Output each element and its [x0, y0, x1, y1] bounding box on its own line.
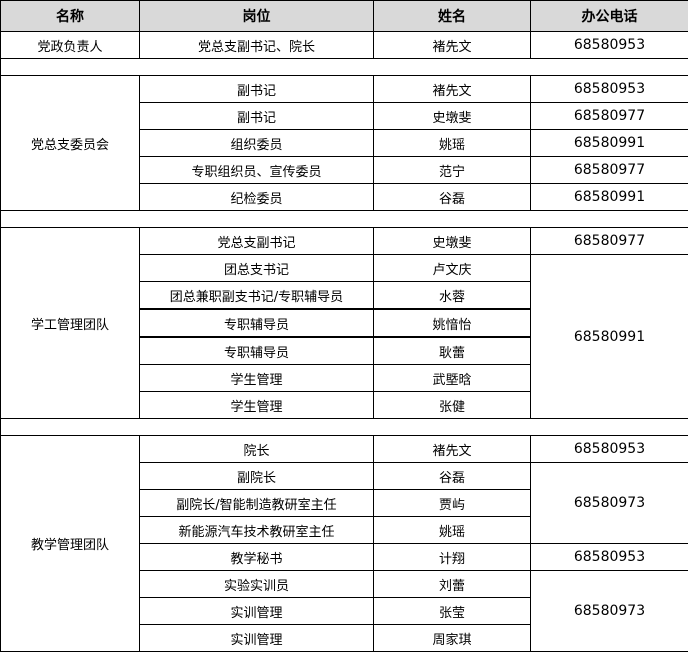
separator-cell: [1, 419, 688, 436]
person-cell: 贾屿: [374, 490, 531, 517]
header-row: 名称 岗位 姓名 办公电话: [1, 1, 688, 32]
phone-cell: 68580991: [531, 130, 688, 157]
header-position: 岗位: [140, 1, 374, 32]
position-cell: 学生管理: [140, 365, 374, 392]
position-cell: 学生管理: [140, 392, 374, 419]
person-cell: 姚瑶: [374, 517, 531, 544]
person-cell: 姚愔怡: [374, 309, 531, 337]
separator-row: [1, 211, 688, 228]
separator-cell: [1, 59, 688, 76]
position-cell: 纪检委员: [140, 184, 374, 211]
position-cell: 教学秘书: [140, 544, 374, 571]
phone-cell: 68580991: [531, 184, 688, 211]
position-cell: 院长: [140, 436, 374, 463]
phone-cell: 68580973: [531, 571, 688, 652]
separator-cell: [1, 211, 688, 228]
position-cell: 专职辅导员: [140, 309, 374, 337]
position-cell: 专职组织员、宣传委员: [140, 157, 374, 184]
person-cell: 褚先文: [374, 76, 531, 103]
person-cell: 史墩斐: [374, 103, 531, 130]
position-cell: 实训管理: [140, 598, 374, 625]
person-cell: 褚先文: [374, 32, 531, 59]
section-name: 党总支委员会: [1, 76, 140, 211]
section-name: 学工管理团队: [1, 228, 140, 419]
position-cell: 团总兼职副支书记/专职辅导员: [140, 282, 374, 310]
phone-cell: 68580977: [531, 157, 688, 184]
person-cell: 谷磊: [374, 184, 531, 211]
person-cell: 武塈晗: [374, 365, 531, 392]
position-cell: 副院长/智能制造教研室主任: [140, 490, 374, 517]
position-cell: 组织委员: [140, 130, 374, 157]
person-cell: 张莹: [374, 598, 531, 625]
position-cell: 专职辅导员: [140, 337, 374, 365]
person-cell: 刘蕾: [374, 571, 531, 598]
header-person: 姓名: [374, 1, 531, 32]
person-cell: 史墩斐: [374, 228, 531, 255]
person-cell: 谷磊: [374, 463, 531, 490]
phone-cell: 68580973: [531, 463, 688, 544]
position-cell: 新能源汽车技术教研室主任: [140, 517, 374, 544]
position-cell: 副院长: [140, 463, 374, 490]
position-cell: 副书记: [140, 76, 374, 103]
position-cell: 实验实训员: [140, 571, 374, 598]
position-cell: 党总支副书记: [140, 228, 374, 255]
phone-cell: 68580953: [531, 436, 688, 463]
phone-cell: 68580977: [531, 103, 688, 130]
position-cell: 党总支副书记、院长: [140, 32, 374, 59]
section-name: 教学管理团队: [1, 436, 140, 652]
phone-cell: 68580991: [531, 255, 688, 419]
phone-cell: 68580953: [531, 32, 688, 59]
section-name: 党政负责人: [1, 32, 140, 59]
header-phone: 办公电话: [531, 1, 688, 32]
position-cell: 副书记: [140, 103, 374, 130]
person-cell: 计翔: [374, 544, 531, 571]
phone-cell: 68580953: [531, 544, 688, 571]
person-cell: 姚瑶: [374, 130, 531, 157]
phone-cell: 68580953: [531, 76, 688, 103]
position-cell: 实训管理: [140, 625, 374, 652]
header-name: 名称: [1, 1, 140, 32]
person-cell: 范宁: [374, 157, 531, 184]
position-cell: 团总支书记: [140, 255, 374, 282]
phone-cell: 68580977: [531, 228, 688, 255]
person-cell: 耿蕾: [374, 337, 531, 365]
person-cell: 褚先文: [374, 436, 531, 463]
person-cell: 水蓉: [374, 282, 531, 310]
person-cell: 周家琪: [374, 625, 531, 652]
separator-row: [1, 419, 688, 436]
person-cell: 卢文庆: [374, 255, 531, 282]
separator-row: [1, 59, 688, 76]
person-cell: 张健: [374, 392, 531, 419]
